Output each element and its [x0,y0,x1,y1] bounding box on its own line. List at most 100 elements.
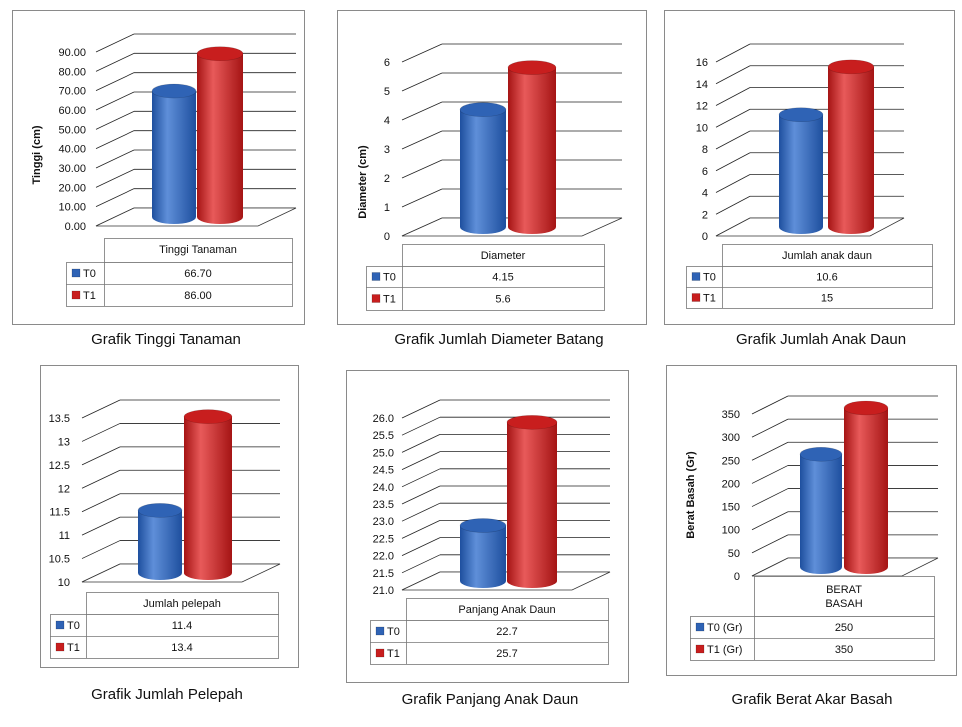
chart-caption: Grafik Berat Akar Basah [732,691,893,708]
legend-square-icon [375,626,385,636]
data-value-label: 25.7 [496,648,517,660]
category-label: Tinggi Tanaman [159,244,237,256]
chart-panel-5: 21.0 21.5 22.0 22.5 23.0 23.5 24.0 24.5 25.0 25.5… [346,370,629,708]
y-tick-label: 22.5 [373,533,394,545]
gridline-diag [95,149,135,169]
legend-square-icon [55,620,65,630]
y-tick-label: 23.0 [373,516,394,528]
y-axis-label: Berat Basah (Gr) [685,451,697,539]
category-label: Jumlah pelepah [143,598,221,610]
y-tick-label: 0 [384,231,390,243]
gridline-diag [715,43,751,63]
gridline-diag [715,108,751,128]
legend-square-icon [71,290,81,300]
chart-panel-6: 0 50 100 150 200 250 300 350 Berat Basah (Gr) BER… [666,365,957,708]
data-table: BERAT BASAH T0 (Gr) 250 T1 (Gr) 350 [690,576,935,661]
category-label-line2: BASAH [825,598,862,610]
bar-t0 [778,107,824,234]
y-tick-label: 25.5 [373,430,394,442]
y-tick-label: 10.5 [49,554,70,566]
data-table: Diameter T0 4.15 T1 5.6 [366,244,605,311]
y-tick-label: 12 [696,101,708,113]
gridline-diag [81,446,121,466]
gridline-diag [401,502,441,522]
y-tick-label: 100 [722,525,740,537]
legend-label: T1 (Gr) [707,644,742,656]
y-tick-label: 13.5 [49,413,70,425]
legend-square-icon [371,272,381,281]
y-tick-label: 80.00 [58,66,86,78]
y-tick-label: 3 [384,144,390,156]
gridline-diag [81,516,121,536]
data-value-label: 250 [835,622,853,634]
legend-label: T0 [387,626,400,638]
gridline-diag [715,65,751,85]
legend-label: T1 [703,293,716,305]
y-axis-label: Diameter (cm) [357,145,369,219]
gridline-diag [715,130,751,150]
gridline-diag [401,43,443,63]
chart-panel-1: 0.00 10.00 20.00 30.00 40.00 50.00 60.00 70.00 8… [12,10,305,348]
legend-label: T0 [67,620,80,632]
legend-label: T0 [703,272,716,284]
y-tick-label: 14 [696,79,708,91]
legend-square-icon [71,268,81,278]
gridline-diag [95,130,135,150]
data-table: Panjang Anak Daun T0 22.7 T1 25.7 [370,598,609,665]
bar-t0-gr- [799,446,843,574]
category-label: Jumlah anak daun [782,250,872,262]
chart-caption: Grafik Jumlah Diameter Batang [394,331,603,348]
bar-t1 [507,60,557,234]
y-tick-label: 24.5 [373,465,394,477]
gridline-diag [401,159,443,179]
y-tick-label: 6 [384,57,390,69]
gridline-diag [401,520,441,539]
bar-t0 [459,518,507,588]
chart-panel-4: 10 10.5 11 11.5 12 12.5 13 13.5 Jumlah pelepah T0… [40,365,299,703]
y-tick-label: 21.0 [373,585,394,597]
y-tick-label: 6 [702,166,708,178]
category-label: BERAT [826,584,862,596]
y-tick-label: 23.5 [373,499,394,511]
gridline-diag [401,468,441,488]
gridline-diag [715,152,751,172]
gridline-diag [95,188,135,208]
gridline-diag [95,72,135,92]
y-tick-label: 70.00 [58,86,86,98]
gridline-diag [81,540,121,559]
gridline-diag [401,101,443,121]
gridline-diag [401,188,443,208]
legend-label: T0 [83,268,96,280]
gridline-diag [95,168,135,188]
data-value-label: 10.6 [816,272,837,284]
gridline-diag [715,174,751,193]
y-tick-label: 30.00 [58,163,86,175]
bar-t1 [196,46,244,224]
bar-t1-gr- [843,400,889,574]
y-tick-label: 11.5 [49,507,70,519]
y-tick-label: 20.00 [58,182,86,194]
chart-caption: Grafik Tinggi Tanaman [91,331,241,348]
bar-t0 [459,102,507,234]
gridline-diag [401,554,441,574]
y-tick-label: 16 [696,57,708,69]
y-tick-label: 11 [59,530,70,542]
gridline-diag [401,399,441,419]
y-tick-label: 10 [58,577,70,589]
bar-t0 [137,503,183,580]
gridline-diag [401,537,441,556]
gridline-diag [401,416,441,436]
gridline-diag [751,534,789,554]
y-tick-label: 5 [384,86,390,98]
legend-label: T0 (Gr) [707,622,742,634]
category-label: Diameter [481,250,526,262]
y-tick-label: 40.00 [58,144,86,156]
y-tick-label: 21.5 [373,568,394,580]
data-value-label: 4.15 [492,272,513,284]
chart-panel-2: 0 1 2 3 4 5 6 Diameter (cm) Diameter T0 4.15 T1 5.6 G… [337,10,647,348]
y-tick-label: 1 [384,202,390,214]
y-tick-label: 25.0 [373,447,394,459]
data-table: Tinggi Tanaman T0 66.70 T1 86.00 [66,238,293,307]
chart-caption: Grafik Jumlah Pelepah [91,686,243,703]
